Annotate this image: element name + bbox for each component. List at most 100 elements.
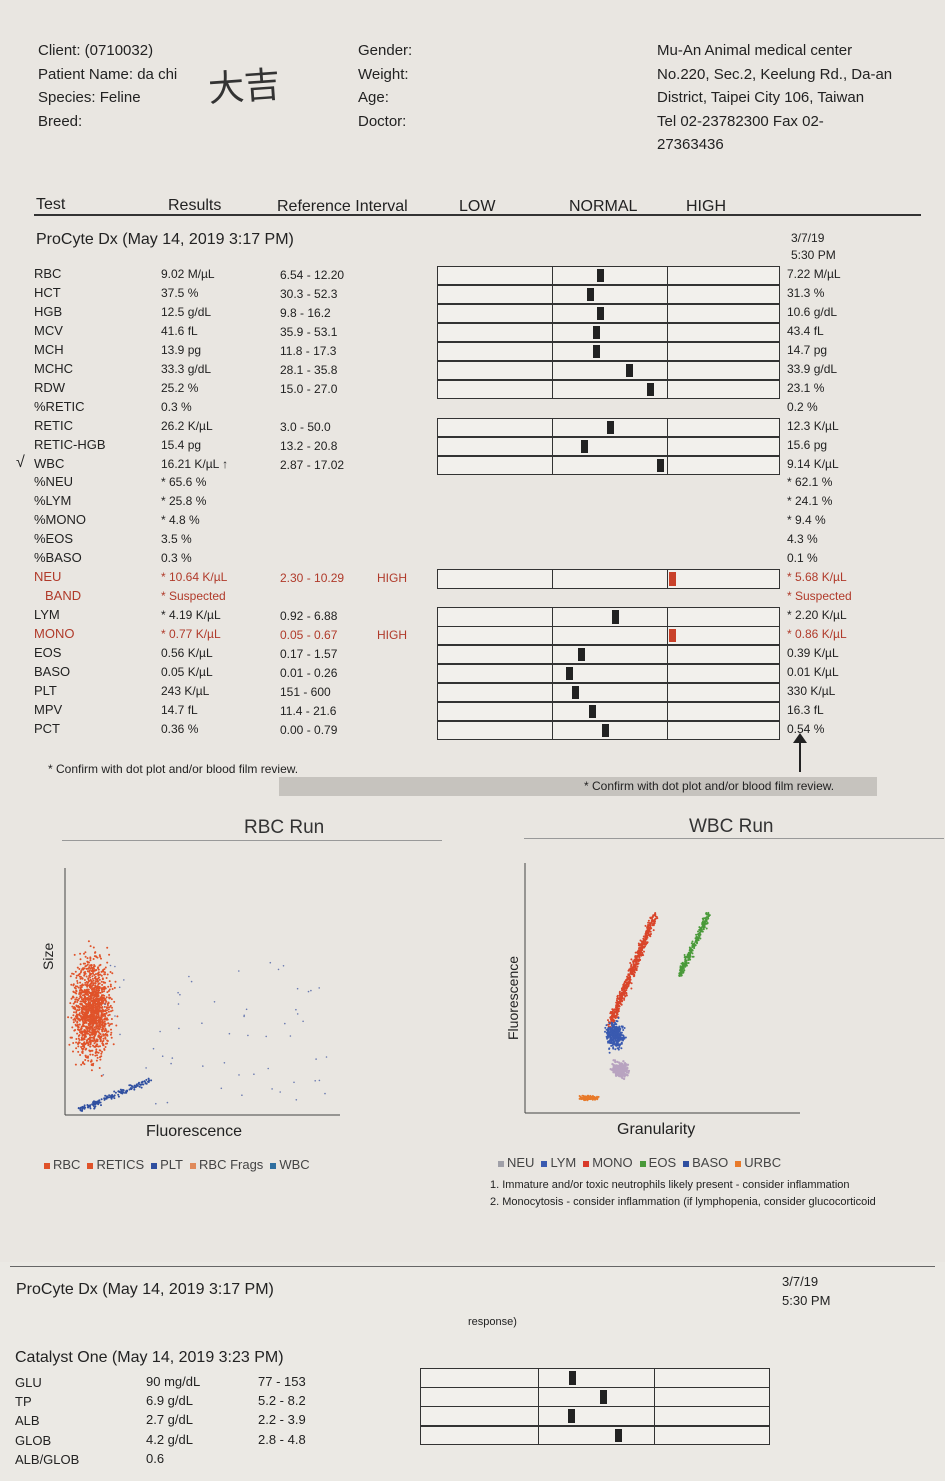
row-previous: * 5.68 K/µL [787,570,847,585]
col-normal: NORMAL [569,198,638,215]
row-reference: 0.17 - 1.57 [280,647,338,661]
row-flag: HIGH [377,628,407,643]
row-result: * 10.64 K/µL [161,570,228,585]
row-previous: 10.6 g/dL [787,304,838,319]
row-result: 41.6 fL [161,323,198,338]
range-marker [612,610,620,624]
range-marker [592,344,600,359]
age-line: Age: [358,89,389,106]
chem-reference: 2.8 - 4.8 [258,1431,306,1447]
patient-details: Gender: Weight: Age: Doctor: [358,39,412,133]
clinic-address-2: District, Taipei City 106, Taiwan [657,89,865,106]
range-bar [437,436,780,456]
row-test: RETIC [34,417,73,433]
range-marker [646,382,654,397]
row-previous: 0.01 K/µL [787,664,839,679]
chem-test: TP [15,1394,32,1410]
row-test: RBC [34,266,62,281]
range-bar [437,626,780,646]
row-result: 243 K/µL [161,683,210,698]
rbc-legend: RBC RETICS PLT RBC Frags WBC [44,1157,317,1172]
page2-previous-date: 3/7/19 [782,1274,819,1289]
wbc-run-title: WBC Run [689,816,774,837]
legend-swatch-icon [270,1162,277,1169]
report-page-1: Client: (0710032) Patient Name: da chi S… [0,0,945,1262]
confirm-note-band [279,777,877,796]
clinic-name: Mu-An Animal medical center [657,42,853,59]
range-bar [437,417,780,438]
confirm-note-right: * Confirm with dot plot and/or blood fil… [584,779,835,793]
row-result: * 25.8 % [161,494,207,509]
row-reference: 30.3 - 52.3 [280,286,338,301]
legend-swatch-icon [683,1160,690,1167]
legend-item: RBC [44,1157,80,1172]
row-test: LYM [34,607,60,623]
wbc-x-label: Granularity [617,1121,696,1138]
chem-result: 6.9 g/dL [146,1393,193,1409]
row-result: 0.05 K/µL [161,664,213,679]
row-reference: 0.00 - 0.79 [280,722,338,737]
legend-swatch-icon [498,1160,504,1167]
handwritten-name: 大吉 [206,64,282,111]
chem-range-bar [420,1368,770,1388]
row-test: HGB [34,303,63,319]
legend-item: RETICS [87,1157,144,1172]
row-previous: 9.14 K/µL [787,456,839,471]
range-marker [581,439,589,453]
range-marker [597,306,605,321]
row-result: 16.21 K/µL ↑ [161,456,229,471]
arrow-head-icon [793,733,807,743]
row-previous: 16.3 fL [787,702,824,717]
previous-date: 3/7/19 [791,231,825,245]
legend-swatch-icon [151,1162,158,1169]
row-previous: 33.9 g/dL [787,361,838,376]
breed-line: Breed: [38,112,83,130]
row-result: * Suspected [161,589,226,604]
range-marker [669,629,677,643]
row-reference: 9.8 - 16.2 [280,305,331,320]
chem-reference: 5.2 - 8.2 [258,1393,306,1409]
hematology-instrument: ProCyte Dx (May 14, 2019 3:17 PM) [36,231,294,248]
rbc-dots [67,940,328,1112]
row-test: WBC [34,455,65,471]
page2-response: response) [468,1316,517,1328]
chem-result: 2.7 g/dL [146,1412,193,1428]
check-mark: √ [16,453,25,471]
range-marker [656,458,664,472]
legend-swatch-icon [44,1162,50,1169]
chem-test: ALB [15,1413,40,1429]
footnotes: 1. Immature and/or toxic neutrophils lik… [490,1177,876,1211]
row-reference: 3.0 - 50.0 [280,419,331,434]
chem-range-marker [615,1428,623,1443]
legend-item: URBC [735,1155,781,1170]
header-rule [34,214,921,216]
row-previous: 12.3 K/µL [787,418,839,433]
clinic-info: Mu-An Animal medical center No.220, Sec.… [657,39,892,157]
row-previous: 23.1 % [787,380,825,395]
legend-item: LYM [541,1155,576,1170]
range-marker [625,363,633,378]
legend-swatch-icon [639,1160,646,1167]
legend-item: BASO [683,1155,728,1170]
row-reference: 6.54 - 12.20 [280,268,345,282]
row-result: 13.9 pg [161,342,202,357]
range-bar [437,701,780,722]
row-test: NEU [34,569,62,585]
wbc-dots [578,911,711,1102]
col-reference: Reference Interval [277,198,408,215]
row-test: %MONO [34,512,86,528]
legend-swatch-icon [87,1162,94,1169]
range-bar [437,645,780,665]
range-marker [669,572,677,586]
legend-swatch-icon [735,1160,742,1167]
row-test: EOS [34,645,62,660]
row-result: 25.2 % [161,380,199,395]
row-previous: 14.7 pg [787,342,828,357]
doctor-line: Doctor: [358,112,407,130]
rbc-run-title: RBC Run [244,817,325,838]
col-high: HIGH [686,198,726,215]
footnote-1: 1. Immature and/or toxic neutrophils lik… [490,1179,850,1191]
row-previous: 15.6 pg [787,437,828,452]
wbc-title-rule [524,838,944,839]
page2-previous-time: 5:30 PM [782,1293,831,1308]
